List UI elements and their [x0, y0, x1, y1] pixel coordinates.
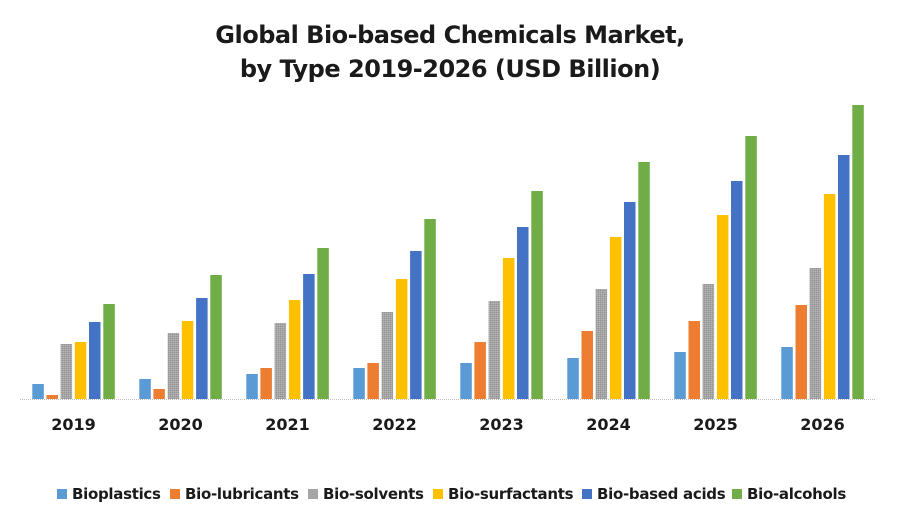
- x-tick-label: 2026: [800, 415, 845, 434]
- bar-bioplastics-2025: [674, 352, 686, 399]
- legend-label: Bio-alcohols: [747, 485, 847, 503]
- bar-bio-lubricants-2019: [46, 395, 58, 399]
- x-tick-label: 2019: [51, 415, 96, 434]
- bar-bio-lubricants-2022: [367, 363, 379, 399]
- bar-bio-based-acids-2020: [196, 298, 208, 399]
- legend-swatch: [308, 489, 318, 499]
- bar-bio-solvents-2023: [488, 301, 501, 399]
- bar-bio-solvents-2020: [167, 333, 180, 399]
- bar-bio-surfactants-2026: [823, 194, 836, 399]
- legend-label: Bioplastics: [72, 485, 161, 503]
- chart-title: Global Bio-based Chemicals Market, by Ty…: [0, 18, 900, 86]
- bar-bio-solvents-2021: [274, 323, 287, 399]
- bar-bio-alcohols-2023: [531, 191, 543, 399]
- bar-bio-based-acids-2019: [89, 322, 101, 399]
- chart-title-line-1: Global Bio-based Chemicals Market,: [215, 21, 685, 49]
- legend-swatch: [170, 489, 180, 499]
- bar-bio-surfactants-2019: [74, 342, 87, 399]
- legend-swatch: [57, 489, 67, 499]
- bar-bio-solvents-2019: [60, 344, 73, 399]
- legend-swatch: [582, 489, 592, 499]
- legend-label: Bio-surfactants: [448, 485, 574, 503]
- legend-swatch: [732, 489, 742, 499]
- bar-bio-lubricants-2021: [260, 368, 272, 399]
- bar-bio-based-acids-2023: [517, 227, 529, 399]
- legend-label: Bio-based acids: [597, 485, 726, 503]
- bar-bio-based-acids-2022: [410, 251, 422, 399]
- bar-bioplastics-2020: [139, 379, 151, 399]
- legend-item-bio-alcohols: Bio-alcohols: [732, 484, 846, 504]
- bar-bio-alcohols-2022: [424, 219, 436, 399]
- x-tick-label: 2025: [693, 415, 738, 434]
- legend-item-bio-lubricants: Bio-lubricants: [170, 484, 299, 504]
- x-tick-label: 2023: [479, 415, 524, 434]
- bar-bio-alcohols-2021: [317, 248, 329, 399]
- bar-bio-lubricants-2024: [581, 331, 593, 399]
- bar-bio-surfactants-2024: [609, 237, 622, 399]
- legend-item-bio-based-acids: Bio-based acids: [582, 484, 726, 504]
- bar-bioplastics-2023: [460, 363, 472, 399]
- bar-bio-lubricants-2025: [688, 321, 700, 399]
- bar-bioplastics-2019: [32, 384, 44, 399]
- x-axis-labels: 2019 2020 2021 2022 2023 2024 2025 2026: [51, 415, 845, 434]
- bar-bio-surfactants-2021: [288, 300, 301, 399]
- bar-bio-lubricants-2020: [153, 389, 165, 399]
- bar-bioplastics-2021: [246, 374, 258, 399]
- bar-bio-surfactants-2025: [716, 215, 729, 399]
- bar-bio-solvents-2024: [595, 289, 608, 399]
- bar-bioplastics-2024: [567, 358, 579, 399]
- bar-bio-alcohols-2026: [852, 105, 864, 399]
- bar-bio-solvents-2022: [381, 312, 394, 399]
- legend-label: Bio-solvents: [323, 485, 424, 503]
- bar-bio-solvents-2026: [809, 268, 822, 399]
- bar-bio-alcohols-2020: [210, 275, 222, 399]
- legend-item-bio-solvents: Bio-solvents: [308, 484, 424, 504]
- bar-bio-lubricants-2026: [795, 305, 807, 399]
- bar-bioplastics-2022: [353, 368, 365, 399]
- legend-item-bio-surfactants: Bio-surfactants: [433, 484, 574, 504]
- x-tick-label: 2021: [265, 415, 310, 434]
- legend-item-bioplastics: Bioplastics: [57, 484, 161, 504]
- bar-bio-based-acids-2026: [838, 155, 850, 399]
- x-tick-label: 2020: [158, 415, 203, 434]
- bar-chart: 2019 2020 2021 2022 2023 2024 2025 2026: [20, 105, 876, 434]
- bar-bio-surfactants-2020: [181, 321, 194, 399]
- bar-bio-based-acids-2024: [624, 202, 636, 399]
- x-tick-label: 2024: [586, 415, 631, 434]
- bar-bio-alcohols-2019: [103, 304, 115, 399]
- chart-title-line-2: by Type 2019-2026 (USD Billion): [239, 55, 661, 83]
- bar-bio-surfactants-2023: [502, 258, 515, 399]
- bar-bio-solvents-2025: [702, 284, 715, 399]
- bar-bio-surfactants-2022: [395, 279, 408, 399]
- bar-bio-alcohols-2024: [638, 162, 650, 399]
- bar-bio-alcohols-2025: [745, 136, 757, 399]
- bars-layer: [32, 105, 864, 399]
- bar-bio-lubricants-2023: [474, 342, 486, 399]
- legend-label: Bio-lubricants: [185, 485, 299, 503]
- bar-bio-based-acids-2021: [303, 274, 315, 399]
- legend: Bioplastics Bio-lubricants Bio-solvents Bio…: [0, 484, 900, 504]
- x-tick-label: 2022: [372, 415, 417, 434]
- bar-bio-based-acids-2025: [731, 181, 743, 399]
- bar-bioplastics-2026: [781, 347, 793, 399]
- legend-swatch: [433, 489, 443, 499]
